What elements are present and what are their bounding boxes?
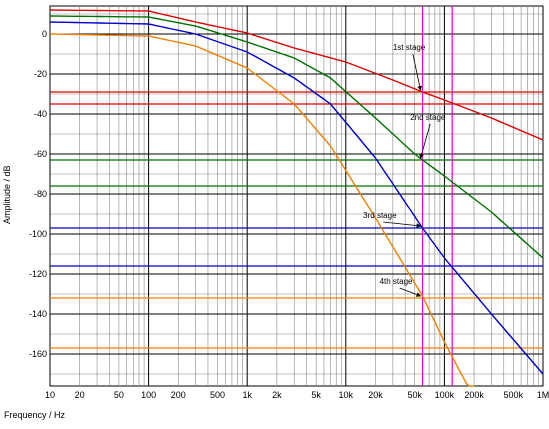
series-line-2 — [49, 15, 544, 259]
x-tick-label: 200 — [171, 390, 186, 400]
series-line-1 — [49, 9, 544, 141]
annotation-arrow — [383, 221, 422, 228]
annotation-label: 2nd stage — [410, 113, 446, 122]
x-tick-label: 20 — [75, 390, 85, 400]
x-tick-label: 5k — [311, 390, 321, 400]
plot-frame — [49, 5, 544, 387]
x-tick-labels: 10 20 50 100 200 500 1k 2k 5k 10k 20k 50k 100k 200k 50… — [45, 390, 549, 400]
plot-area — [49, 5, 544, 387]
major-grid — [49, 6, 544, 386]
x-tick-label: 10k — [339, 390, 354, 400]
y-axis-label: Amplitude / dB — [2, 165, 12, 224]
series-lines — [49, 9, 544, 387]
y-tick-label: -120 — [29, 269, 47, 279]
x-tick-label: 1M — [537, 390, 549, 400]
marker-lines — [421, 6, 453, 386]
y-tick-label: 0 — [42, 29, 47, 39]
x-tick-label: 200k — [464, 390, 484, 400]
y-tick-label: -80 — [34, 189, 47, 199]
annotation-label: 4th stage — [380, 277, 413, 286]
x-tick-label: 50k — [407, 390, 422, 400]
annotations: 1st stage 2nd stage 3rd stage 4th stage — [363, 43, 446, 297]
y-tick-label: -140 — [29, 309, 47, 319]
annotation-arrow — [419, 123, 431, 159]
annotation-label: 1st stage — [393, 43, 426, 52]
x-tick-label: 50 — [114, 390, 124, 400]
x-tick-label: 10 — [45, 390, 55, 400]
minor-grid — [50, 6, 543, 386]
threshold-lines — [50, 91, 543, 349]
x-tick-label: 100k — [435, 390, 455, 400]
series-line-3 — [49, 21, 544, 375]
x-tick-label: 500 — [210, 390, 225, 400]
x-tick-label: 20k — [368, 390, 383, 400]
y-tick-label: -40 — [34, 109, 47, 119]
x-tick-label: 100 — [141, 390, 156, 400]
y-tick-label: -160 — [29, 349, 47, 359]
x-tick-label: 2k — [272, 390, 282, 400]
y-tick-label: -60 — [34, 149, 47, 159]
annotation-arrow — [399, 287, 422, 297]
annotation-label: 3rd stage — [363, 211, 397, 220]
x-tick-label: 500k — [504, 390, 524, 400]
annotation-arrow — [412, 53, 423, 91]
series-line-4 — [49, 33, 475, 387]
x-axis-label: Frequency / Hz — [4, 410, 66, 420]
x-tick-label: 1k — [242, 390, 252, 400]
y-tick-label: -20 — [34, 69, 47, 79]
y-tick-label: -100 — [29, 229, 47, 239]
y-tick-labels: 0 -20 -40 -60 -80 -100 -120 -140 -160 — [29, 29, 47, 359]
